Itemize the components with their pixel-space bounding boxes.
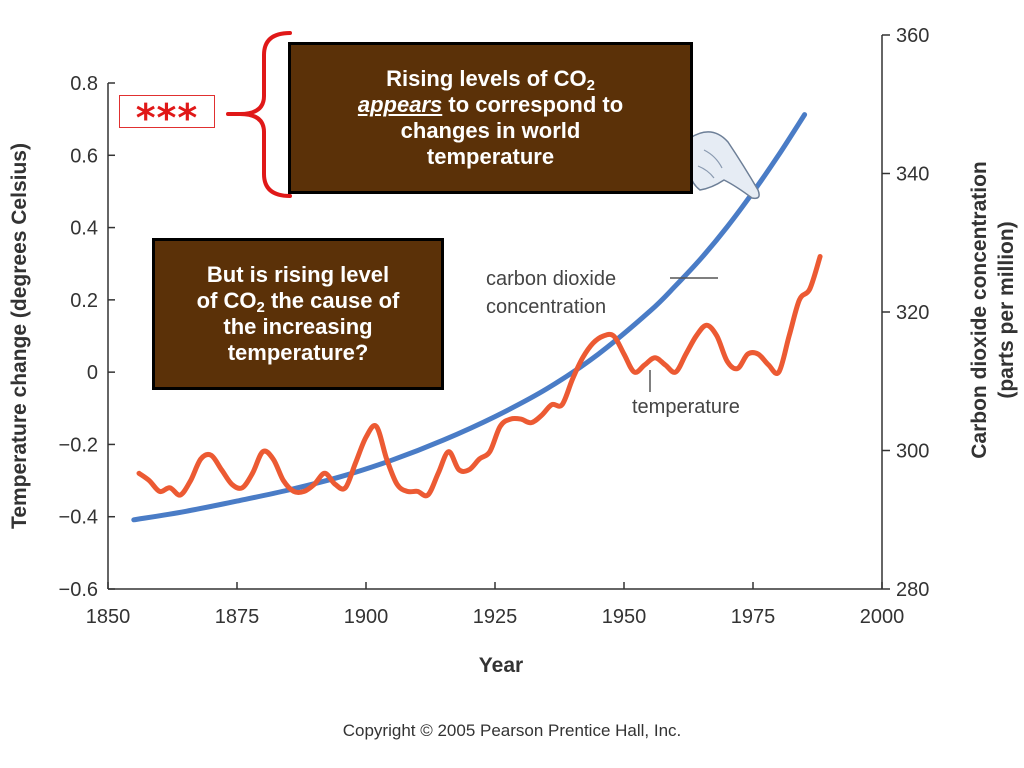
left-y-tick-label: −0.6: [59, 579, 98, 601]
emphasis-stars: ***: [119, 95, 215, 128]
correlation-note-line1: Rising levels of CO2: [386, 66, 595, 94]
x-tick-label: 1900: [344, 606, 389, 628]
x-tick-label: 1850: [86, 606, 131, 628]
left-y-ticks: 0.8 0.6 0.4 0.2 0 −0.2 −0.4 −0.6: [59, 73, 115, 601]
red-brace-icon: [226, 31, 292, 198]
x-tick-label: 1950: [602, 606, 647, 628]
left-y-tick-label: 0: [87, 362, 98, 384]
temperature-series-line: [136, 254, 823, 499]
right-y-axis-title-line2: (parts per million): [995, 221, 1018, 398]
x-ticks: 1850 1875 1900 1925 1950 1975 2000: [86, 582, 905, 628]
causation-note-line4: temperature?: [227, 340, 369, 365]
right-y-axis-title-line1: Carbon dioxide concentration: [968, 161, 991, 459]
left-y-tick-label: 0.6: [70, 145, 98, 167]
x-tick-label: 1975: [731, 606, 776, 628]
right-y-tick-label: 280: [896, 579, 929, 601]
left-y-tick-label: 0.2: [70, 290, 98, 312]
right-y-ticks: 360 340 320 300 280: [882, 25, 929, 601]
left-y-tick-label: −0.2: [59, 434, 98, 456]
co2-series-line: [131, 112, 808, 523]
x-tick-label: 2000: [860, 606, 905, 628]
right-y-tick-label: 340: [896, 164, 929, 186]
correlation-note: Rising levels of CO2 appears to correspo…: [288, 42, 693, 194]
right-y-tick-label: 320: [896, 302, 929, 324]
causation-question-note: But is rising level of CO2 the cause of …: [152, 238, 444, 390]
co2-series-label-line1: carbon dioxide: [486, 268, 616, 290]
causation-note-line1: But is rising level: [206, 262, 390, 287]
correlation-note-line4: temperature: [426, 144, 555, 169]
right-y-tick-label: 360: [896, 25, 929, 47]
left-y-tick-label: −0.4: [59, 507, 98, 529]
co2-series-label-line2: concentration: [486, 296, 606, 318]
left-y-tick-label: 0.8: [70, 73, 98, 95]
x-tick-label: 1875: [215, 606, 260, 628]
correlation-note-line3: changes in world: [400, 118, 581, 143]
left-y-axis-title: Temperature change (degrees Celsius): [8, 143, 31, 529]
correlation-note-line2: appears to correspond to: [357, 92, 624, 117]
right-y-tick-label: 300: [896, 441, 929, 463]
temperature-series-label: temperature: [632, 396, 740, 418]
left-y-tick-label: 0.4: [70, 218, 98, 240]
causation-note-line3: the increasing: [223, 314, 373, 339]
copyright-text: Copyright © 2005 Pearson Prentice Hall, …: [342, 721, 682, 740]
causation-note-line2: of CO2 the cause of: [196, 288, 400, 316]
x-tick-label: 1925: [473, 606, 518, 628]
x-axis-title: Year: [479, 654, 523, 677]
pointing-hand-icon: [689, 131, 760, 200]
